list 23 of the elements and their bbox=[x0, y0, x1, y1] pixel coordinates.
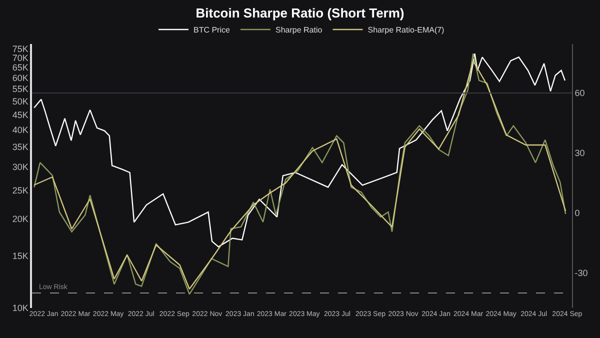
y-tick-label: 75K bbox=[12, 44, 28, 54]
y-tick-label: 15K bbox=[12, 251, 28, 262]
y-tick-label: 70K bbox=[12, 53, 28, 64]
y-tick-label: 30K bbox=[12, 162, 28, 172]
y-tick-label: 35K bbox=[12, 142, 28, 152]
legend-label: Sharpe Ratio bbox=[276, 26, 323, 35]
y-tick-label: 25K bbox=[12, 185, 28, 196]
legend-label: Sharpe Ratio-EMA(7) bbox=[368, 26, 445, 35]
y2-tick-label: 30 bbox=[574, 148, 585, 158]
y-tick-label: 40K bbox=[12, 124, 28, 135]
y-tick-label: 45K bbox=[12, 110, 28, 120]
line-series bbox=[34, 52, 566, 248]
legend-label: BTC Price bbox=[194, 26, 230, 35]
y2-tick-label: 0 bbox=[574, 208, 580, 218]
y-tick-label: 50K bbox=[12, 96, 28, 106]
chart-title: Bitcoin Sharpe Ratio (Short Term) bbox=[196, 6, 404, 21]
y2-tick-label: 60 bbox=[574, 88, 585, 98]
y-tick-label: 60K bbox=[12, 72, 28, 83]
y2-tick-label: -30 bbox=[574, 268, 588, 278]
y-tick-label: 55K bbox=[12, 84, 28, 94]
y-tick-label: 10K bbox=[12, 303, 28, 314]
y-tick-label: 65K bbox=[12, 62, 28, 73]
y-tick-label: 20K bbox=[12, 214, 28, 224]
